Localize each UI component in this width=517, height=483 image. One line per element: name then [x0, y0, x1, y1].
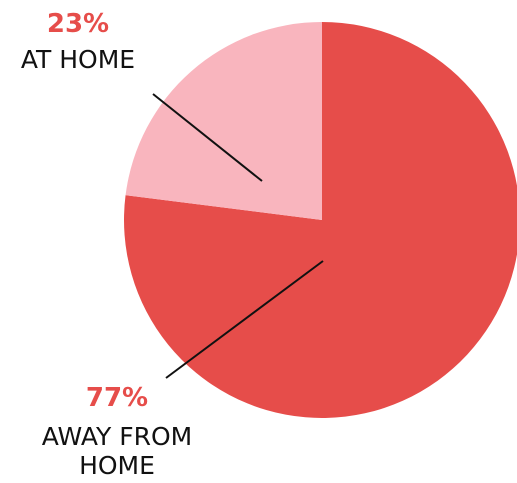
pie-slice-at-home [125, 22, 323, 220]
leader-line-at-home [152, 93, 263, 182]
away-from-home-label-line-2: HOME [79, 451, 155, 480]
at-home-label: AT HOME [21, 45, 135, 74]
pie-slice-away-from-home [124, 22, 517, 418]
away-from-home-label-line-1: AWAY FROM [42, 422, 192, 451]
at-home-percent-label: 23% [47, 9, 109, 39]
leader-line-away-from-home [165, 260, 324, 379]
away-from-home-percent-label: 77% [86, 383, 148, 413]
